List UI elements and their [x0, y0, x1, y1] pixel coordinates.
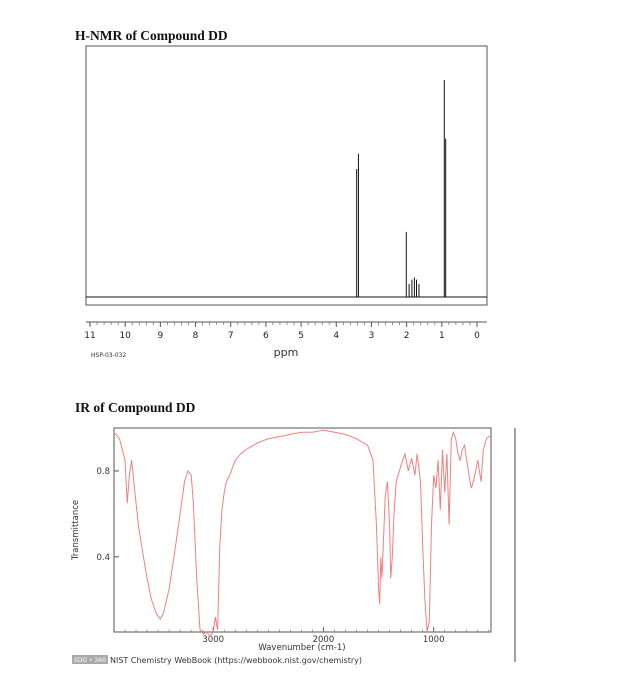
- ir-x-tick-label: 2000: [313, 635, 335, 645]
- nmr-x-tick-label: 3: [369, 331, 375, 341]
- nmr-x-tick-label: 6: [263, 331, 269, 341]
- ir-plot-frame: [113, 427, 492, 633]
- nmr-x-tick-label: 2: [404, 331, 410, 341]
- sdg-badge-text: SDG • 360: [74, 657, 106, 664]
- nmr-x-tick-label: 8: [193, 331, 199, 341]
- nmr-x-axis-label: ppm: [274, 346, 299, 359]
- nmr-x-tick-label: 4: [333, 331, 339, 341]
- ir-x-tick-label: 1000: [423, 635, 445, 645]
- ir-y-tick-label: 0.8: [96, 467, 110, 477]
- nmr-x-tick-label: 0: [474, 331, 480, 341]
- nmr-x-tick-label: 9: [157, 331, 163, 341]
- nmr-spectrum-chart: 11 10 9 8 7 6 5 4 3 2 1 0 HSP-03-032 ppm: [84, 45, 488, 359]
- ir-x-axis-label: Wavenumber (cm-1): [258, 643, 345, 653]
- ir-footer-credit: NIST Chemistry WebBook (https://webbook.…: [110, 656, 362, 665]
- sdg-badge: [72, 655, 108, 664]
- ir-x-tick-label: 3000: [202, 635, 224, 645]
- ir-y-axis-label: Transmittance: [71, 500, 81, 561]
- nmr-code-label: HSP-03-032: [91, 352, 126, 359]
- nmr-x-tick-label: 5: [298, 331, 304, 341]
- nmr-chart-title: H-NMR of Compound DD: [75, 28, 228, 43]
- nmr-x-tick-label: 10: [119, 331, 131, 341]
- nmr-x-tick-label: 11: [84, 331, 95, 341]
- nmr-x-tick-label: 1: [439, 331, 445, 341]
- nmr-x-tick-label: 7: [228, 331, 234, 341]
- ir-chart-title: IR of Compound DD: [75, 400, 196, 415]
- nmr-plot-frame: [85, 45, 488, 306]
- ir-y-tick-label: 0.4: [96, 553, 110, 563]
- ir-transmittance-trace: [113, 429, 491, 638]
